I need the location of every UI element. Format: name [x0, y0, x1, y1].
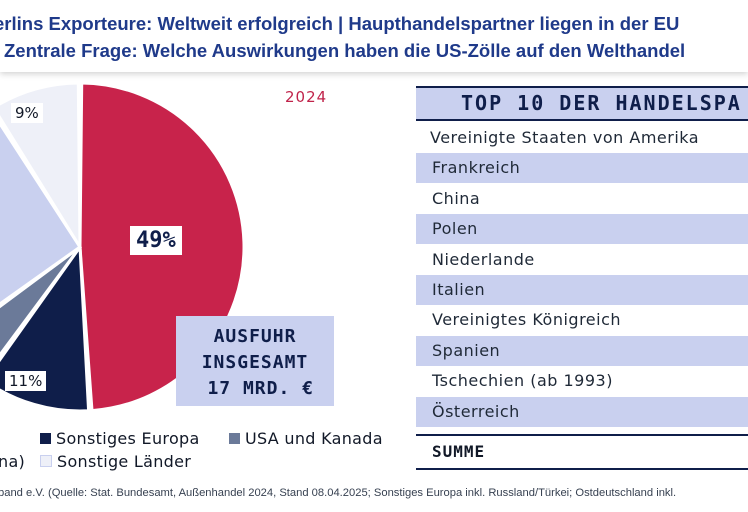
total-box-line2: INSGESAMT — [201, 352, 309, 373]
table-title: TOP 10 DER HANDELSPA — [461, 91, 742, 115]
table-cell-country: Italien — [432, 280, 486, 299]
table-row: Tschechien (ab 1993) — [416, 366, 748, 396]
table-row: Polen — [416, 214, 748, 245]
table-row: Österreich — [416, 396, 748, 427]
table-row: Spanien — [416, 335, 748, 366]
pie-slice-4 — [0, 81, 82, 253]
summary-label: SUMME — [432, 442, 486, 461]
table-cell-country: Polen — [432, 219, 478, 239]
chart-year-label: 2024 — [285, 88, 328, 106]
total-exports-box: AUSFUHR INSGESAMT 17 MRD. € — [176, 316, 334, 406]
headline: erlins Exporteure: Weltweit erfolgreich … — [0, 13, 680, 34]
legend-item-usa-kanada: USA und Kanada — [229, 429, 383, 448]
slice-label-11: 11% — [5, 371, 47, 391]
title-banner: erlins Exporteure: Weltweit erfolgreich … — [0, 0, 748, 72]
table-cell-country: Österreich — [432, 401, 520, 421]
table-cell-country: Spanien — [432, 340, 501, 360]
legend-item-partial: na) — [0, 452, 25, 471]
legend-label: Sonstige Länder — [57, 452, 192, 471]
table-cell-country: Niederlande — [432, 249, 535, 269]
legend-label: na) — [0, 452, 26, 471]
table-row: Italien — [416, 275, 748, 305]
table-cell-country: Vereinigtes Königreich — [432, 310, 622, 330]
slice-label-49: 49% — [130, 226, 182, 255]
legend-label: USA und Kanada — [245, 429, 383, 448]
legend-swatch — [229, 433, 240, 444]
total-box-line3: 17 MRD. € — [207, 378, 314, 399]
table-summary-row: SUMME — [416, 434, 748, 470]
pie-slice-3 — [0, 121, 83, 306]
table-row: Vereinigtes Königreich — [416, 305, 748, 335]
total-box-line1: AUSFUHR — [213, 326, 297, 347]
legend-item-sonstiges-europa: Sonstiges Europa — [40, 429, 200, 448]
legend-swatch — [40, 455, 52, 467]
legend-item-sonstige-laender: Sonstige Länder — [40, 452, 191, 471]
pie-slice-2 — [0, 245, 82, 358]
table-row: Vereinigte Staaten von Amerika — [416, 123, 748, 153]
subheadline: Zentrale Frage: Welche Auswirkungen habe… — [4, 40, 686, 61]
legend-swatch — [40, 433, 51, 444]
legend-label: Sonstiges Europa — [56, 429, 200, 448]
source-note: band e.V. (Quelle: Stat. Bundesamt, Auße… — [0, 487, 677, 499]
table-row: Niederlande — [416, 245, 748, 275]
table-cell-country: Tschechien (ab 1993) — [432, 371, 613, 391]
table-row: Frankreich — [416, 153, 748, 184]
table-cell-country: Vereinigte Staaten von Amerika — [430, 128, 700, 147]
slice-label-9: 9% — [11, 103, 43, 123]
table-cell-country: China — [432, 188, 481, 208]
table-cell-country: Frankreich — [432, 158, 521, 178]
pie-slice-1 — [0, 242, 91, 413]
table-header: TOP 10 DER HANDELSPA — [416, 86, 748, 121]
table-row: China — [416, 184, 748, 214]
